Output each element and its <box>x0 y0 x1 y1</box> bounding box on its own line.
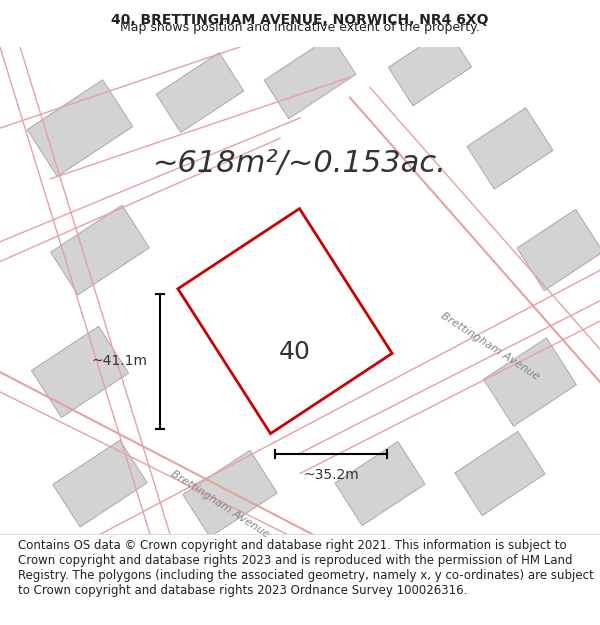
Text: ~35.2m: ~35.2m <box>304 468 359 482</box>
Polygon shape <box>517 209 600 291</box>
Polygon shape <box>178 209 392 434</box>
Polygon shape <box>335 441 425 526</box>
Polygon shape <box>183 451 277 537</box>
Text: Brettingham Avenue: Brettingham Avenue <box>439 311 541 382</box>
Text: Brettingham Avenue: Brettingham Avenue <box>169 468 271 539</box>
Polygon shape <box>53 440 147 527</box>
Polygon shape <box>156 52 244 132</box>
Polygon shape <box>484 338 577 426</box>
Polygon shape <box>264 36 356 119</box>
Polygon shape <box>51 205 149 295</box>
Polygon shape <box>455 431 545 516</box>
Text: ~41.1m: ~41.1m <box>92 354 148 368</box>
Text: Contains OS data © Crown copyright and database right 2021. This information is : Contains OS data © Crown copyright and d… <box>18 539 594 597</box>
Polygon shape <box>27 80 133 176</box>
Polygon shape <box>388 29 472 106</box>
Text: ~618m²/~0.153ac.: ~618m²/~0.153ac. <box>153 149 447 178</box>
Text: 40: 40 <box>279 339 311 364</box>
Text: 40, BRETTINGHAM AVENUE, NORWICH, NR4 6XQ: 40, BRETTINGHAM AVENUE, NORWICH, NR4 6XQ <box>111 13 489 27</box>
Text: Map shows position and indicative extent of the property.: Map shows position and indicative extent… <box>120 21 480 34</box>
Polygon shape <box>467 107 553 189</box>
Polygon shape <box>31 326 128 418</box>
